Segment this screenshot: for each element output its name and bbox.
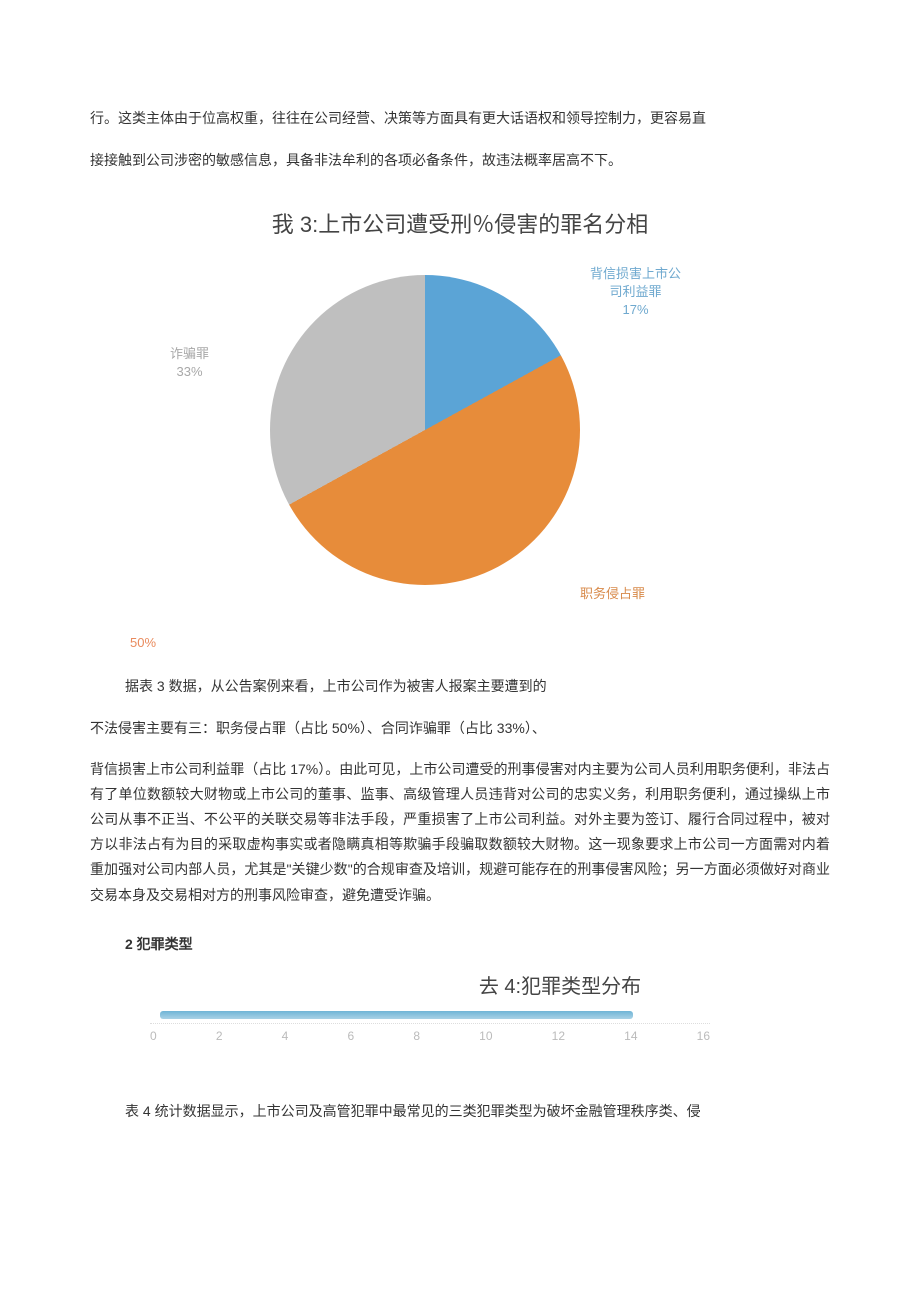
pie-label-c-pct: 33%	[170, 363, 209, 381]
chart4-tick: 4	[282, 1029, 289, 1043]
chart4-tick: 16	[697, 1029, 710, 1043]
pie-label-a-line1: 背信损害上市公	[590, 265, 681, 283]
pie-label-b-line1: 职务侵占罪	[580, 585, 645, 603]
pie-label-b: 职务侵占罪	[580, 585, 645, 603]
section2-heading: 2 犯罪类型	[90, 934, 830, 954]
body-p2: 不法侵害主要有三：职务侵占罪（占比 50%）、合同诈骗罪（占比 33%）、	[90, 710, 830, 746]
pie-label-a: 背信损害上市公 司利益罪 17%	[590, 265, 681, 320]
intro-line-1: 行。这类主体由于位高权重，往往在公司经营、决策等方面具有更大话语权和领导控制力，…	[90, 100, 830, 136]
intro-line-2: 接接触到公司涉密的敏感信息，具备非法牟利的各项必备条件，故违法概率居高不下。	[90, 142, 830, 178]
pie-label-a-pct: 17%	[590, 301, 681, 319]
body-p3: 背信损害上市公司利益罪（占比 17%）。由此可见，上市公司遭受的刑事侵害对内主要…	[90, 757, 830, 908]
chart4-bar	[160, 1011, 633, 1019]
fifty-percent-label: 50%	[130, 635, 830, 650]
chart4-tick: 2	[216, 1029, 223, 1043]
chart4-tick: 8	[413, 1029, 420, 1043]
chart3-pie: 背信损害上市公 司利益罪 17% 职务侵占罪 诈骗罪 33%	[90, 255, 830, 625]
pie-label-c-line1: 诈骗罪	[170, 345, 209, 363]
chart3-title: 我 3:上市公司遭受刑％侵害的罪名分相	[90, 207, 830, 239]
pie-label-a-line2: 司利益罪	[590, 283, 681, 301]
chart4-title: 去 4:犯罪类型分布	[290, 970, 830, 999]
pie-label-c: 诈骗罪 33%	[170, 345, 209, 381]
chart4-axis: 0 2 4 6 8 10 12 14 16	[150, 1007, 710, 1053]
pie-graphic	[270, 275, 580, 585]
chart4-tick: 0	[150, 1029, 157, 1043]
body-p1: 据表 3 数据，从公告案例来看，上市公司作为被害人报案主要遭到的	[90, 668, 830, 704]
chart4-tick: 10	[479, 1029, 492, 1043]
chart4-tick: 6	[347, 1029, 354, 1043]
chart4-grid	[150, 1023, 710, 1025]
chart4-tick: 12	[552, 1029, 565, 1043]
chart4-tick: 14	[624, 1029, 637, 1043]
chart4-ticks: 0 2 4 6 8 10 12 14 16	[150, 1029, 710, 1043]
closing-line: 表 4 统计数据显示，上市公司及高管犯罪中最常见的三类犯罪类型为破坏金融管理秩序…	[90, 1093, 830, 1129]
